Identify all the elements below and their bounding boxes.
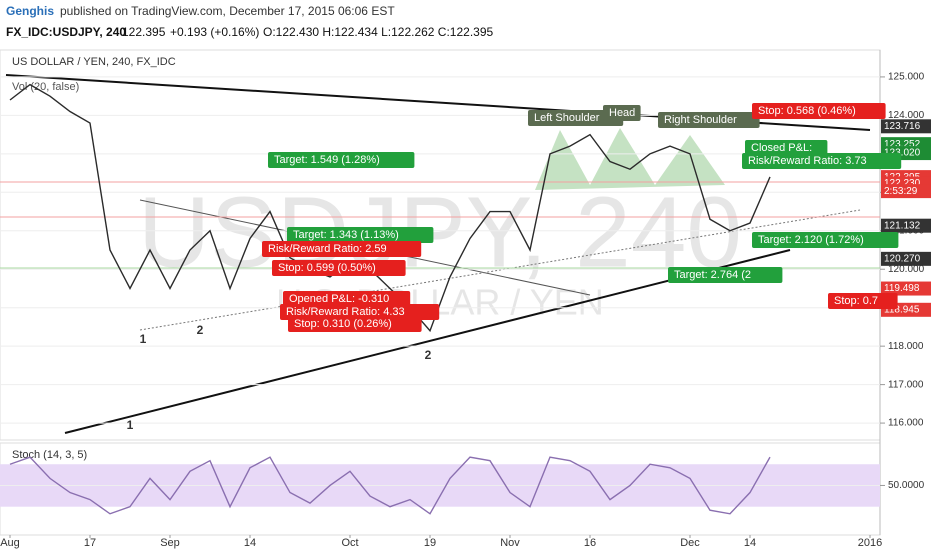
annotation-box [283, 291, 411, 307]
price-line [9, 456, 771, 515]
annotation: Target: 1.549 (1.28%) [274, 154, 380, 166]
annotation: Stop: 0.7 [834, 295, 878, 307]
price-tag [881, 251, 931, 266]
annotation: Target: 2.120 (1.72%) [758, 234, 864, 246]
annotation: Left Shoulder [534, 112, 600, 124]
wave-label: 1 [127, 418, 134, 432]
symbol: FX_IDC:USDJPY, 240 [6, 25, 126, 39]
annotation: Target: 1.343 (1.13%) [293, 229, 399, 241]
annotation-box [752, 103, 886, 119]
price-tag-label: 118.945 [884, 304, 920, 315]
y-tick-label: 116.000 [888, 418, 924, 429]
annotation: Right Shoulder [664, 114, 737, 126]
price-tag-label: 123.716 [884, 121, 921, 132]
annotation: Stop: 0.310 (0.26%) [294, 318, 392, 330]
y-tick-label: 124.000 [888, 110, 925, 121]
annotation-box [288, 316, 422, 332]
wave-label: 2 [425, 348, 432, 362]
volume-legend: Vol (20, false) [12, 81, 79, 93]
head-shoulders-pattern [535, 128, 725, 190]
pane-legend: US DOLLAR / YEN, 240, FX_IDC [12, 56, 176, 68]
price-tag [881, 281, 931, 296]
ohlc: O:122.430 H:122.434 L:122.262 C:122.395 [263, 25, 494, 39]
price-line [9, 83, 771, 333]
x-tick-label: 14 [244, 537, 256, 549]
annotation: Risk/Reward Ratio: 4.33 [286, 306, 405, 318]
annotation-box [528, 110, 624, 126]
countdown-tag [881, 184, 931, 199]
annotation-box [287, 227, 434, 243]
annotation: Opened P&L: -0.310 [289, 293, 389, 305]
annotation: Stop: 0.599 (0.50%) [278, 262, 376, 274]
x-tick-label: Aug [0, 537, 20, 549]
annotation-box [742, 153, 902, 169]
price-tag-label: 123.252 [884, 139, 921, 150]
x-tick-label: 2016 [858, 537, 882, 549]
annotation-box [272, 260, 406, 276]
annotation: Risk/Reward Ratio: 3.73 [748, 155, 867, 167]
x-tick-label: 14 [744, 537, 756, 549]
price-tag-label: 123.020 [884, 148, 921, 159]
y-tick-label: 120.000 [888, 264, 925, 275]
annotation-box [828, 293, 898, 309]
price-tag-label: 122.230 [884, 178, 921, 189]
annotation-box [658, 112, 760, 128]
x-tick-label: 17 [84, 537, 96, 549]
annotation: Risk/Reward Ratio: 2.59 [268, 243, 387, 255]
price-tag-label: 119.498 [884, 283, 920, 294]
x-tick-label: Oct [341, 537, 358, 549]
wave-label: 2 [197, 323, 204, 337]
price-tag [881, 119, 931, 134]
price-tag [881, 218, 931, 233]
author[interactable]: Genghis [6, 4, 54, 18]
annotation-box [668, 267, 783, 283]
change: +0.193 (+0.16%) [170, 25, 259, 39]
x-tick-label: Nov [500, 537, 520, 549]
watermark: USDJPY, 240 [138, 176, 742, 288]
annotation: Closed P&L: [751, 142, 812, 154]
y-tick-label: 118.000 [888, 341, 924, 352]
x-tick-label: Sep [160, 537, 180, 549]
price-tag-label: 121.132 [884, 220, 921, 231]
x-tick-label: Dec [680, 537, 700, 549]
annotation: Head [609, 107, 635, 119]
wave-label: 1 [140, 332, 147, 346]
annotation: Target: 2.764 (2 [674, 269, 751, 281]
price-tag-label: 120.270 [884, 253, 921, 264]
x-tick-label: 19 [424, 537, 436, 549]
countdown: 2:53:29 [884, 186, 918, 197]
last-price: 122.395 [122, 25, 166, 39]
published: published on TradingView.com, December 1… [60, 4, 395, 18]
annotation-box [262, 241, 422, 257]
y-tick-label: 125.000 [888, 72, 925, 83]
annotation: Stop: 0.568 (0.46%) [758, 105, 856, 117]
y-tick-label: 117.000 [888, 379, 924, 390]
trend-line [139, 209, 861, 331]
y-tick-label: 50.0000 [888, 480, 925, 491]
annotation-box [745, 140, 828, 156]
annotation-box [268, 152, 415, 168]
annotation-box [603, 105, 641, 121]
x-tick-label: 16 [584, 537, 596, 549]
annotation-box [752, 232, 899, 248]
